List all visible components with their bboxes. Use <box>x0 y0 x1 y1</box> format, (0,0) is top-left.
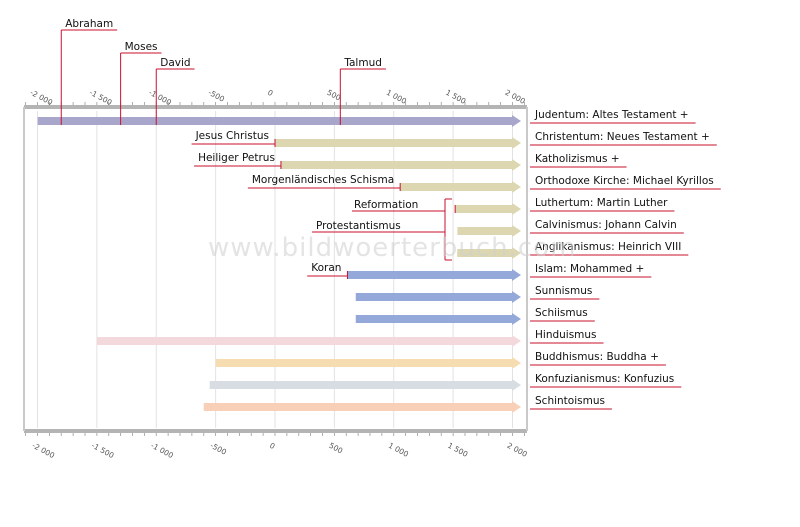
bar-confucianism <box>209 379 521 391</box>
bar-sunnism <box>355 291 521 303</box>
label-judaism: Judentum: Altes Testament + <box>534 109 689 121</box>
note-catholicism: Heiliger Petrus <box>198 152 275 164</box>
label-islam: Islam: Mohammed + <box>535 263 644 275</box>
bar-calvinism <box>457 225 521 237</box>
bar-hinduism <box>96 335 521 347</box>
bar-buddhism <box>215 357 521 369</box>
bar-christianity <box>275 137 521 149</box>
note-christianity: Jesus Christus <box>195 130 269 142</box>
protestantism-label: Protestantismus <box>316 220 401 232</box>
left-axis-edge <box>23 107 25 431</box>
label-anglicanism: Anglikanismus: Heinrich VIII <box>535 241 681 253</box>
bottom-tick-label: 1 000 <box>387 441 410 459</box>
bar-catholicism <box>280 159 521 171</box>
bar-islam <box>347 269 521 281</box>
top-tick-label: 2 000 <box>504 88 527 106</box>
bottom-tick-label: 1 500 <box>446 441 469 459</box>
top-tick-label: -1 000 <box>147 88 173 107</box>
religion-labels: Judentum: Altes Testament + Christentum: … <box>530 109 721 410</box>
top-tick-label: 0 <box>266 88 275 98</box>
label-shiism: Schiismus <box>535 307 588 319</box>
bottom-tick-label: -1 500 <box>90 441 116 460</box>
note-islam: Koran <box>311 262 341 274</box>
bar-anglicanism <box>457 247 521 259</box>
event-abraham: Abraham <box>65 18 113 30</box>
label-christianity: Christentum: Neues Testament + <box>535 131 710 143</box>
bar-lutheranism <box>455 203 521 215</box>
event-david: David <box>160 57 190 69</box>
label-hinduism: Hinduismus <box>535 329 597 341</box>
top-tick-label: 1 500 <box>444 88 467 106</box>
bar-shiism <box>355 313 521 325</box>
top-tick-label: -500 <box>207 88 226 104</box>
bottom-tick-label: -2 000 <box>31 441 57 460</box>
label-sunnism: Sunnismus <box>535 285 592 297</box>
label-calvinism: Calvinismus: Johann Calvin <box>535 219 677 231</box>
top-tick-label: -1 500 <box>88 88 114 107</box>
religion-bars: Jesus Christus Heiliger Petrus Morgenländi… <box>26 115 521 413</box>
bottom-tick-label: -500 <box>209 441 228 457</box>
label-lutheranism: Luthertum: Martin Luther <box>535 197 668 209</box>
bottom-axis <box>24 429 527 433</box>
label-confucianism: Konfuzianismus: Konfuzius <box>535 373 674 385</box>
note-orthodox: Morgenländisches Schisma <box>252 174 394 186</box>
label-buddhism: Buddhismus: Buddha + <box>535 351 659 363</box>
bottom-tick-label: 2 000 <box>506 441 529 459</box>
top-tick-label: -2 000 <box>29 88 55 107</box>
group-labels: Reformation Protestantismus <box>312 198 452 261</box>
label-catholicism: Katholizismus + <box>535 153 620 165</box>
reformation-label: Reformation <box>354 199 418 211</box>
watermark-text: www.bildwoerterbuch.com <box>208 233 576 263</box>
top-tick-label: 1 000 <box>385 88 408 106</box>
event-moses: Moses <box>125 41 158 53</box>
bar-judaism <box>26 115 521 127</box>
event-talmud: Talmud <box>343 57 382 69</box>
right-axis-edge <box>526 107 528 431</box>
bar-shintoism <box>203 401 521 413</box>
bar-orthodox <box>400 181 521 193</box>
year-grid <box>37 111 513 428</box>
bottom-tick-label: -1 000 <box>149 441 175 460</box>
bottom-tick-label: 0 <box>268 441 277 451</box>
top-axis <box>24 105 527 109</box>
bottom-tick-label: 500 <box>327 441 344 456</box>
label-orthodox: Orthodoxe Kirche: Michael Kyrillos <box>535 175 714 187</box>
label-shintoism: Schintoismus <box>535 395 605 407</box>
